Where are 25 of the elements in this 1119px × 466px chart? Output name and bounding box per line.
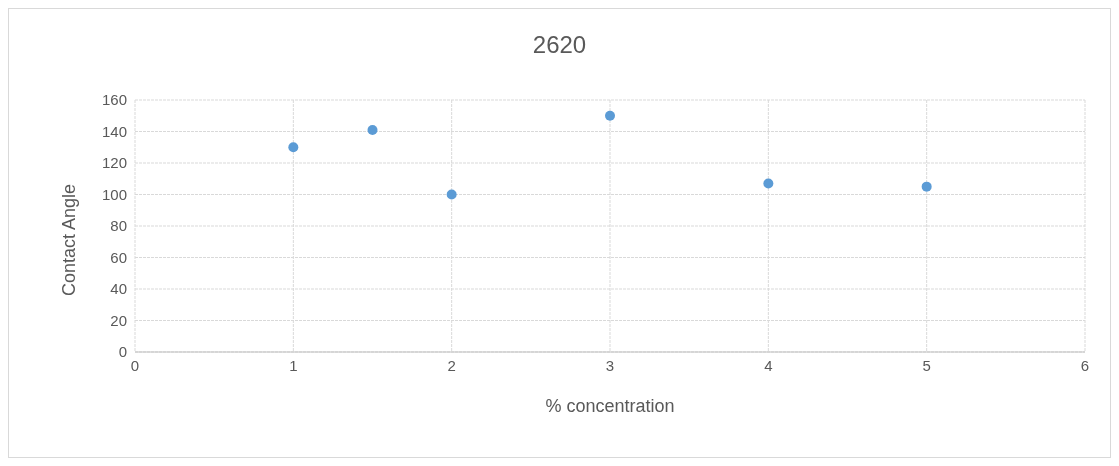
y-tick-label: 140 bbox=[101, 122, 127, 140]
point bbox=[605, 110, 615, 121]
y-tick-label: 160 bbox=[101, 91, 127, 109]
x-tick-label: 2 bbox=[447, 356, 456, 374]
y-tick-label: 0 bbox=[118, 343, 127, 361]
y-tick-label: 100 bbox=[101, 185, 127, 203]
x-axis-title: % concentration bbox=[545, 396, 675, 416]
y-tick-label: 40 bbox=[110, 280, 127, 298]
x-tick-label: 3 bbox=[605, 356, 615, 374]
point bbox=[446, 189, 457, 200]
x-tick-label: 4 bbox=[764, 356, 773, 374]
x-tick-label: 5 bbox=[922, 356, 931, 374]
chart-title: 2620 bbox=[531, 31, 588, 59]
y-tick-label: 80 bbox=[110, 217, 127, 235]
point bbox=[921, 181, 932, 192]
y-tick-label: 60 bbox=[110, 248, 127, 266]
y-tick-label: 120 bbox=[101, 154, 127, 172]
y-axis-title: Contact Angle bbox=[59, 183, 80, 296]
x-tick-label: 1 bbox=[289, 356, 298, 374]
x-tick-label: 6 bbox=[1080, 356, 1090, 374]
x-tick-label: 0 bbox=[130, 356, 140, 374]
point bbox=[367, 124, 378, 135]
point bbox=[763, 178, 774, 189]
y-tick-label: 20 bbox=[110, 311, 127, 329]
point bbox=[288, 142, 299, 153]
